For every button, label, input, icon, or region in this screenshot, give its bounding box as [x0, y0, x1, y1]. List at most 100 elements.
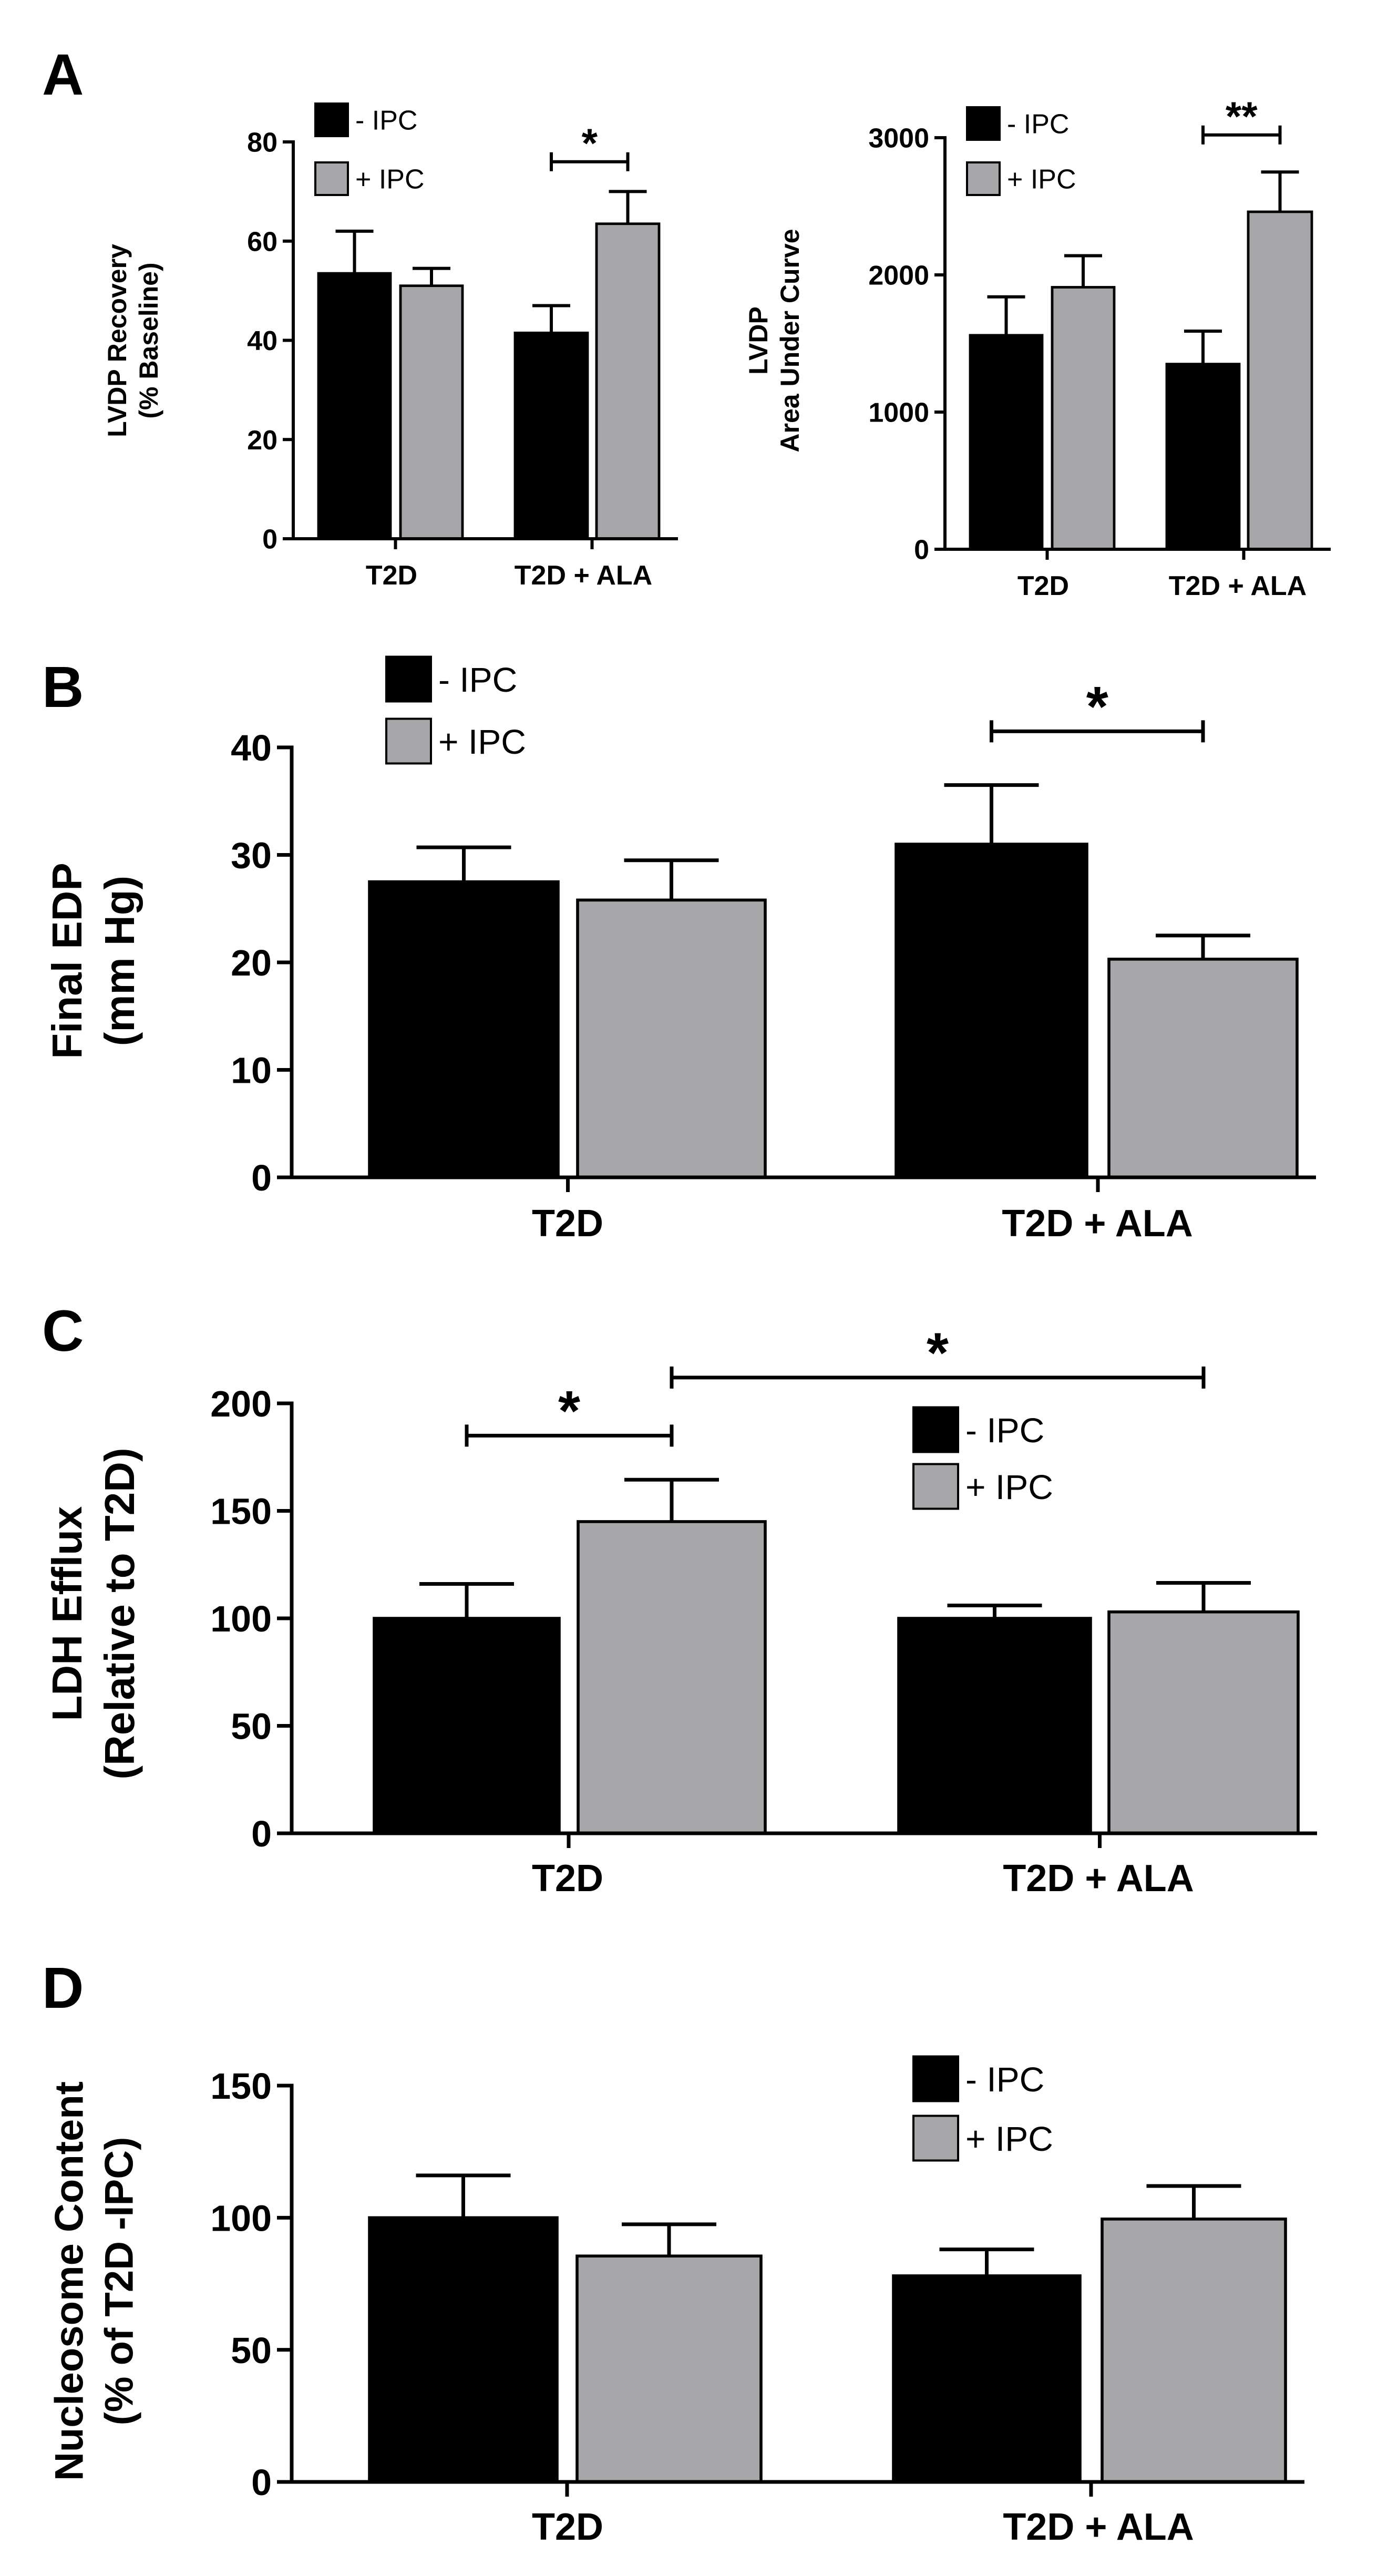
- y-tick-label: 0: [251, 2462, 272, 2503]
- legend-swatch-minus-ipc: [966, 106, 1001, 141]
- y-axis-label: (% Baseline): [134, 262, 163, 418]
- y-tick-label: 40: [231, 727, 272, 768]
- y-tick-label: 0: [914, 535, 929, 566]
- x-tick-label: T2D: [366, 560, 417, 591]
- panel-label: C: [42, 1299, 84, 1363]
- legend: - IPC + IPC: [385, 655, 526, 765]
- bar: [1107, 958, 1299, 1179]
- bar: [892, 2274, 1082, 2483]
- legend-swatch-minus-ipc: [912, 2055, 959, 2102]
- bar: [399, 284, 464, 540]
- bar: [368, 880, 560, 1179]
- chart-panel-B: B Final EDP (mm Hg) 0 10 20 30 40 T2D T2D + ALA - …: [42, 655, 1316, 1245]
- legend: - IPC + IPC: [912, 1406, 1053, 1510]
- legend: - IPC + IPC: [314, 102, 425, 196]
- legend-label: + IPC: [1007, 165, 1076, 195]
- legend-label: - IPC: [438, 660, 517, 699]
- bar: [1101, 2218, 1287, 2483]
- legend-label: + IPC: [965, 1467, 1053, 1506]
- bar: [595, 222, 661, 540]
- legend-swatch-minus-ipc: [385, 655, 432, 703]
- y-axis-label: Area Under Curve: [775, 229, 805, 452]
- y-tick-label: 1000: [868, 398, 929, 428]
- y-axis-label: (% of T2D -IPC): [97, 2137, 142, 2426]
- bar: [1165, 363, 1241, 551]
- y-tick-label: 40: [247, 326, 277, 356]
- y-axis-label: LVDP Recovery: [102, 244, 132, 437]
- y-tick-label: 0: [262, 525, 277, 555]
- y-axis-label: (Relative to T2D): [96, 1448, 143, 1779]
- bar: [1107, 1610, 1300, 1835]
- bar: [1051, 286, 1116, 551]
- x-tick-label: T2D + ALA: [1002, 1203, 1192, 1245]
- y-tick-label: 20: [231, 942, 272, 983]
- x-tick-label: T2D + ALA: [1003, 2506, 1194, 2548]
- legend-swatch-minus-ipc: [314, 102, 349, 137]
- bar: [969, 334, 1044, 551]
- significance-label: *: [927, 1320, 949, 1384]
- chart-panel-A2: LVDP Area Under Curve 0 1000 2000 3000 T2D T2D …: [744, 93, 1331, 601]
- x-tick-label: T2D + ALA: [1169, 571, 1307, 601]
- legend-label: + IPC: [438, 722, 526, 761]
- panel-label: A: [42, 43, 84, 107]
- bar: [513, 331, 589, 540]
- bar: [317, 272, 392, 540]
- y-tick-label: 30: [231, 835, 272, 876]
- y-tick-label: 20: [247, 425, 277, 456]
- y-tick-label: 80: [247, 128, 277, 158]
- chart-panel-D: D Nucleosome Content (% of T2D -IPC) 0 50 100…: [42, 1956, 1304, 2548]
- legend-label: + IPC: [355, 165, 425, 195]
- legend-swatch-plus-ipc: [966, 161, 1001, 196]
- y-tick-label: 0: [251, 1813, 272, 1854]
- legend: - IPC + IPC: [966, 106, 1076, 196]
- x-tick-label: T2D: [532, 2506, 603, 2548]
- y-tick-label: 50: [231, 1706, 272, 1747]
- y-tick-label: 0: [251, 1157, 272, 1198]
- legend-label: - IPC: [965, 1411, 1044, 1450]
- legend-label: - IPC: [965, 2060, 1044, 2099]
- legend-swatch-minus-ipc: [912, 1406, 959, 1453]
- y-tick-label: 100: [210, 1598, 272, 1639]
- legend: - IPC + IPC: [912, 2055, 1053, 2162]
- y-tick-label: 2000: [868, 261, 929, 291]
- y-axis-label: LDH Efflux: [44, 1506, 90, 1721]
- legend-label: - IPC: [355, 106, 417, 136]
- bar: [895, 843, 1088, 1179]
- legend-swatch-plus-ipc: [912, 1463, 959, 1510]
- y-tick-label: 200: [210, 1383, 272, 1424]
- bar: [373, 1617, 561, 1835]
- legend-swatch-plus-ipc: [912, 2115, 959, 2162]
- significance-label: *: [1086, 674, 1108, 738]
- x-tick-label: T2D: [532, 1857, 603, 1900]
- y-tick-label: 10: [231, 1050, 272, 1091]
- chart-panel-A: A LVDP Recovery (% Baseline) 0 20 40 60 80 T2D T2…: [42, 43, 678, 591]
- y-axis-label: LVDP: [744, 306, 773, 375]
- y-axis-label: Final EDP: [44, 863, 90, 1059]
- legend-label: - IPC: [1007, 109, 1069, 140]
- x-tick-label: T2D + ALA: [515, 560, 652, 591]
- panel-label: D: [42, 1956, 84, 2020]
- significance-label: *: [558, 1379, 580, 1442]
- panel-label: B: [42, 655, 84, 720]
- legend-swatch-plus-ipc: [385, 717, 432, 765]
- legend-label: + IPC: [965, 2119, 1053, 2158]
- y-tick-label: 3000: [868, 124, 929, 154]
- bar: [368, 2216, 559, 2483]
- bar: [1247, 210, 1313, 551]
- y-tick-label: 50: [231, 2330, 272, 2371]
- legend-swatch-plus-ipc: [314, 161, 349, 196]
- y-tick-label: 100: [210, 2198, 272, 2239]
- chart-panel-C: C LDH Efflux (Relative to T2D) 0 50 100 150 200…: [42, 1299, 1317, 1900]
- x-tick-label: T2D: [1017, 571, 1069, 601]
- x-tick-label: T2D + ALA: [1003, 1857, 1194, 1900]
- bar: [577, 1520, 767, 1835]
- significance-label: *: [582, 120, 598, 166]
- x-tick-label: T2D: [532, 1203, 603, 1245]
- y-tick-label: 60: [247, 227, 277, 257]
- bar: [576, 898, 767, 1179]
- y-axis-label: (mm Hg): [96, 876, 143, 1046]
- significance-label: **: [1226, 93, 1258, 139]
- y-axis-label: Nucleosome Content: [47, 2081, 92, 2481]
- y-tick-label: 150: [210, 2066, 272, 2107]
